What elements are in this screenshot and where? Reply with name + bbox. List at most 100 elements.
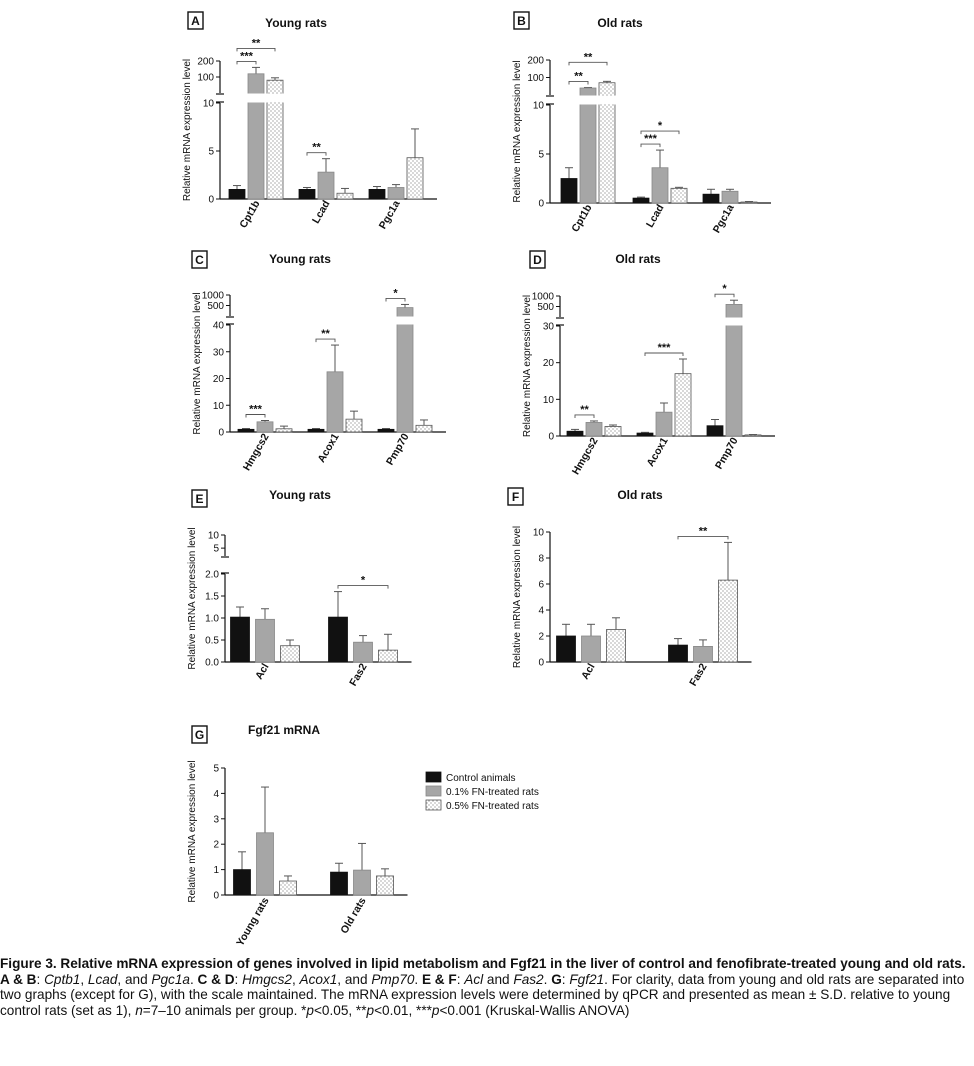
bar [579, 87, 597, 204]
y-tick-label: 1.0 [205, 614, 219, 625]
significance-bracket [568, 61, 608, 66]
bar [566, 430, 584, 437]
significance-label: * [722, 283, 727, 295]
panel-title: Old rats [615, 252, 661, 266]
x-category-label: Hmgcs2 [570, 435, 601, 477]
y-axis-label: Relative mRNA expression level [182, 59, 193, 201]
y-axis-label: Relative mRNA expression level [522, 295, 533, 437]
y-tick-label: 0.0 [205, 658, 219, 669]
y-tick-label: 2 [213, 840, 219, 851]
bar [326, 371, 344, 433]
y-tick-label: 5 [208, 147, 214, 158]
panel-g: G Fgf21 mRNA Relative mRNA expression leve… [187, 723, 408, 945]
bar [353, 869, 371, 896]
significance-label: ** [574, 70, 583, 82]
bar [280, 645, 300, 663]
y-tick-label: 1.5 [205, 592, 219, 603]
panel-label: C [195, 253, 204, 267]
bar-break-gap [579, 95, 597, 105]
panel-title: Young rats [265, 16, 327, 30]
bar [668, 644, 688, 663]
bar [387, 187, 405, 200]
significance-bracket [640, 130, 680, 135]
bar [247, 73, 265, 200]
panel-label-box [191, 725, 208, 744]
x-category-label: Pgc1a [377, 198, 403, 231]
y-tick-label: 1000 [532, 292, 555, 303]
significance-label: *** [644, 133, 658, 145]
x-category-label: Pmp70 [713, 435, 741, 471]
significance-bracket [644, 352, 684, 356]
bar [670, 187, 688, 204]
significance-label: * [393, 287, 398, 299]
y-tick-label: 0 [538, 199, 544, 210]
bar [378, 649, 398, 663]
y-tick-label: 30 [213, 347, 225, 358]
panel-label-box [529, 250, 546, 269]
figure-caption: Figure 3. Relative mRNA expression of ge… [0, 956, 970, 1018]
bar [721, 190, 739, 204]
bar-break-gap [598, 95, 616, 105]
bar [655, 411, 673, 437]
panel-title: Young rats [269, 252, 331, 266]
y-tick-label: 1 [213, 865, 219, 876]
significance-bracket [640, 143, 661, 148]
x-category-label: Acl [253, 661, 272, 681]
bar-break-gap [725, 317, 743, 326]
bar [230, 616, 250, 663]
y-axis-label: Relative mRNA expression level [192, 292, 203, 434]
y-tick-label: 0 [538, 658, 544, 669]
legend-swatch [425, 771, 442, 783]
panel-c: C Young rats Relative mRNA expression leve… [191, 250, 446, 473]
legend-label: 0.5% FN-treated rats [446, 801, 539, 812]
x-category-label: Hmgcs2 [241, 431, 272, 473]
bar [581, 635, 601, 663]
panel-label-box [191, 489, 208, 508]
y-tick-label: 10 [543, 395, 555, 406]
legend-swatch [425, 785, 442, 797]
bar [275, 428, 293, 433]
y-tick-label: 4 [538, 606, 544, 617]
y-tick-label: 20 [543, 358, 555, 369]
y-tick-label: 0 [208, 195, 214, 206]
significance-bracket [337, 585, 389, 589]
y-tick-label: 100 [197, 73, 214, 84]
bar [740, 201, 758, 204]
caption-title: Figure 3. Relative mRNA expression of ge… [0, 956, 966, 971]
y-axis-label: Relative mRNA expression level [512, 60, 523, 202]
y-tick-label: 2 [538, 632, 544, 643]
significance-bracket [315, 338, 336, 343]
bar [415, 424, 433, 433]
significance-label: ** [312, 142, 321, 154]
y-axis-label: Relative mRNA expression level [187, 527, 198, 669]
y-tick-label: 0 [213, 891, 219, 902]
y-tick-label: 5 [213, 764, 219, 775]
y-axis-label: Relative mRNA expression level [512, 526, 523, 668]
significance-label: * [658, 120, 663, 132]
significance-bracket [306, 152, 327, 156]
y-tick-label: 100 [527, 73, 544, 84]
x-category-label: Pmp70 [384, 431, 412, 467]
y-tick-label: 5 [213, 544, 219, 555]
bar [636, 432, 654, 437]
bar [228, 188, 246, 200]
significance-bracket [236, 60, 257, 65]
panel-title: Old rats [597, 16, 643, 30]
y-tick-label: 10 [208, 531, 220, 542]
panel-label: E [195, 492, 203, 506]
x-category-label: Fas2 [347, 661, 369, 688]
panel-title: Fgf21 mRNA [248, 723, 320, 737]
significance-bracket [385, 298, 406, 302]
y-tick-label: 500 [537, 302, 554, 313]
significance-bracket [574, 414, 595, 418]
y-tick-label: 8 [538, 554, 544, 565]
bar [255, 618, 275, 663]
bar [377, 428, 395, 433]
bar [330, 871, 348, 896]
bar [266, 79, 284, 200]
bar [396, 307, 414, 433]
bar [307, 428, 325, 433]
bar [317, 171, 335, 200]
y-tick-label: 0.5 [205, 636, 219, 647]
panel-label-box [187, 11, 204, 30]
